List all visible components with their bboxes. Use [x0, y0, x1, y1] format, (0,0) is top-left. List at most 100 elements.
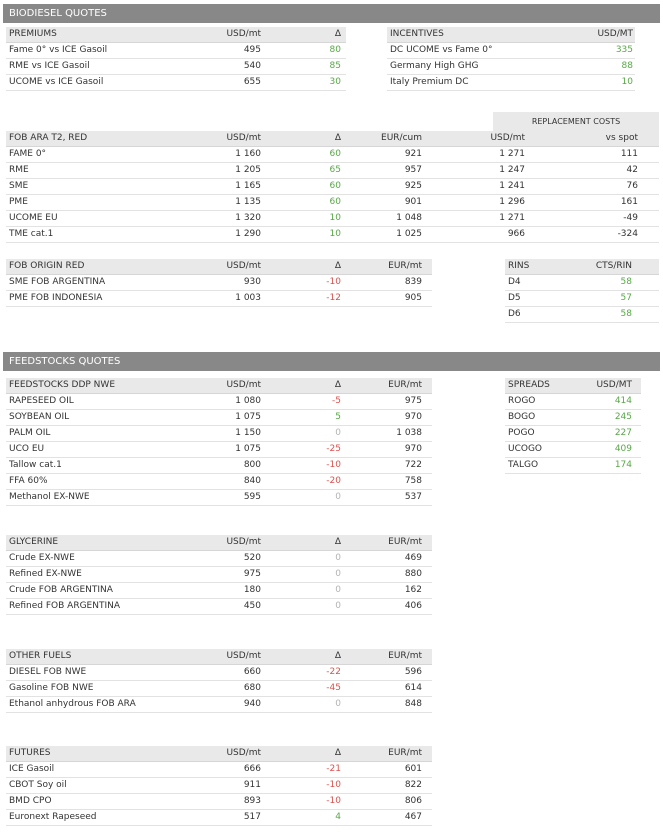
- row-label: Gasoline FOB NWE: [9, 683, 94, 693]
- cell-eur: 1 038: [396, 428, 422, 438]
- column-header: Δ: [334, 537, 341, 547]
- cell-eur: 880: [404, 569, 422, 579]
- table-row: FFA 60% 840 -20 758: [6, 474, 432, 490]
- row-label: UCO EU: [9, 444, 45, 454]
- column-header: USD/mt: [226, 651, 261, 661]
- cell-eur: 905: [404, 293, 422, 303]
- cell-usd: 520: [243, 553, 261, 563]
- cell-delta: 0: [335, 699, 341, 709]
- cell-usd: 517: [243, 812, 261, 822]
- table-row: ICE Gasoil 666 -21 601: [6, 762, 432, 778]
- column-header: RINS: [508, 261, 530, 271]
- table-row: PALM OIL 1 150 0 1 038: [6, 426, 432, 442]
- cell-delta: 0: [335, 428, 341, 438]
- cell-usd: 893: [243, 796, 261, 806]
- cell-delta: -25: [326, 444, 341, 454]
- cell-delta: 5: [335, 412, 341, 422]
- cell-delta: 10: [329, 229, 341, 239]
- row-label: PME: [9, 197, 28, 207]
- column-header: SPREADS: [508, 380, 550, 390]
- cell-vs-spot: 111: [620, 149, 638, 159]
- column-header: USD/mt: [226, 29, 261, 39]
- cell-usd: 911: [243, 780, 261, 790]
- column-header: USD/mt: [226, 261, 261, 271]
- row-label: UCOME EU: [9, 213, 58, 223]
- biodiesel-section-header: BIODIESEL QUOTES: [3, 4, 660, 23]
- table-header: FUTURES USD/mt Δ EUR/mt: [6, 746, 432, 762]
- column-header: USD/MT: [596, 380, 632, 390]
- cell-usd: 680: [243, 683, 261, 693]
- cell-usd: 595: [243, 492, 261, 502]
- premiums-table: PREMIUMS USD/mt Δ Fame 0° vs ICE Gasoil 495 8…: [6, 27, 346, 91]
- cell-usd: 1 150: [235, 428, 261, 438]
- rins-table: RINS CTS/RIN D4 58 D5 57 D6 58: [505, 259, 659, 323]
- column-header: Δ: [334, 748, 341, 758]
- table-header: FOB ORIGIN RED USD/mt Δ EUR/mt: [6, 259, 432, 275]
- cell-usd: 495: [243, 45, 261, 55]
- cell-delta: -45: [326, 683, 341, 693]
- column-header: Δ: [334, 380, 341, 390]
- cell-eur: 921: [404, 149, 422, 159]
- table-row: Crude FOB ARGENTINA 180 0 162: [6, 583, 432, 599]
- cell-delta: -10: [326, 780, 341, 790]
- cell-delta: -20: [326, 476, 341, 486]
- table-row: TME cat.1 1 290 10 1 025 966 -324: [6, 227, 659, 243]
- column-header: USD/mt: [226, 133, 261, 143]
- column-header: USD/mt: [490, 133, 525, 143]
- table-row: RME 1 205 65 957 1 247 42: [6, 163, 659, 179]
- table-row: Italy Premium DC 10: [387, 75, 635, 91]
- cell-delta: -21: [326, 764, 341, 774]
- cell-usd: 1 205: [235, 165, 261, 175]
- fob-origin-table: FOB ORIGIN RED USD/mt Δ EUR/mt SME FOB ARGEN…: [6, 259, 432, 307]
- cell-value: 88: [621, 61, 633, 71]
- cell-delta: 60: [329, 181, 341, 191]
- column-header: EUR/mt: [388, 651, 422, 661]
- spreads-table: SPREADS USD/MT ROGO 414 BOGO 245 POGO 227 UCOGO 4…: [505, 378, 641, 474]
- row-label: Euronext Rapeseed: [9, 812, 97, 822]
- row-label: BMD CPO: [9, 796, 52, 806]
- table-row: ROGO 414: [505, 394, 641, 410]
- cell-usd: 800: [243, 460, 261, 470]
- table-row: D6 58: [505, 307, 659, 323]
- row-label: BOGO: [508, 412, 536, 422]
- cell-value: 10: [621, 77, 633, 87]
- table-row: TALGO 174: [505, 458, 641, 474]
- row-label: PALM OIL: [9, 428, 51, 438]
- cell-vs-spot: 161: [620, 197, 638, 207]
- row-label: D6: [508, 309, 521, 319]
- table-row: Refined EX-NWE 975 0 880: [6, 567, 432, 583]
- cell-eur: 822: [404, 780, 422, 790]
- cell-value: 335: [615, 45, 633, 55]
- table-row: UCOME vs ICE Gasoil 655 30: [6, 75, 346, 91]
- table-header: FOB ARA T2, RED USD/mt Δ EUR/cum USD/mt vs sp…: [6, 131, 659, 147]
- row-label: Germany High GHG: [390, 61, 479, 71]
- cell-delta: 60: [329, 149, 341, 159]
- row-label: Crude FOB ARGENTINA: [9, 585, 113, 595]
- cell-usd: 1 320: [235, 213, 261, 223]
- cell-eur: 806: [404, 796, 422, 806]
- fob-ara-table: FOB ARA T2, RED USD/mt Δ EUR/cum USD/mt vs sp…: [6, 131, 659, 243]
- column-header: Δ: [334, 133, 341, 143]
- table-row: Tallow cat.1 800 -10 722: [6, 458, 432, 474]
- column-header: FUTURES: [9, 748, 51, 758]
- cell-eur: 758: [404, 476, 422, 486]
- column-header: EUR/mt: [388, 537, 422, 547]
- cell-delta: 0: [335, 492, 341, 502]
- cell-eur: 839: [404, 277, 422, 287]
- row-label: Methanol EX-NWE: [9, 492, 90, 502]
- column-header: USD/MT: [597, 29, 633, 39]
- row-label: Tallow cat.1: [9, 460, 62, 470]
- row-label: UCOME vs ICE Gasoil: [9, 77, 104, 87]
- row-label: POGO: [508, 428, 535, 438]
- column-header: vs spot: [605, 133, 638, 143]
- row-label: UCOGO: [508, 444, 543, 454]
- cell-eur: 596: [404, 667, 422, 677]
- table-row: Refined FOB ARGENTINA 450 0 406: [6, 599, 432, 615]
- row-label: CBOT Soy oil: [9, 780, 67, 790]
- cell-repl-usd: 1 247: [499, 165, 525, 175]
- cell-value: 245: [614, 412, 632, 422]
- table-row: D5 57: [505, 291, 659, 307]
- column-header: INCENTIVES: [390, 29, 444, 39]
- column-header: FEEDSTOCKS DDP NWE: [9, 380, 116, 390]
- row-label: DIESEL FOB NWE: [9, 667, 87, 677]
